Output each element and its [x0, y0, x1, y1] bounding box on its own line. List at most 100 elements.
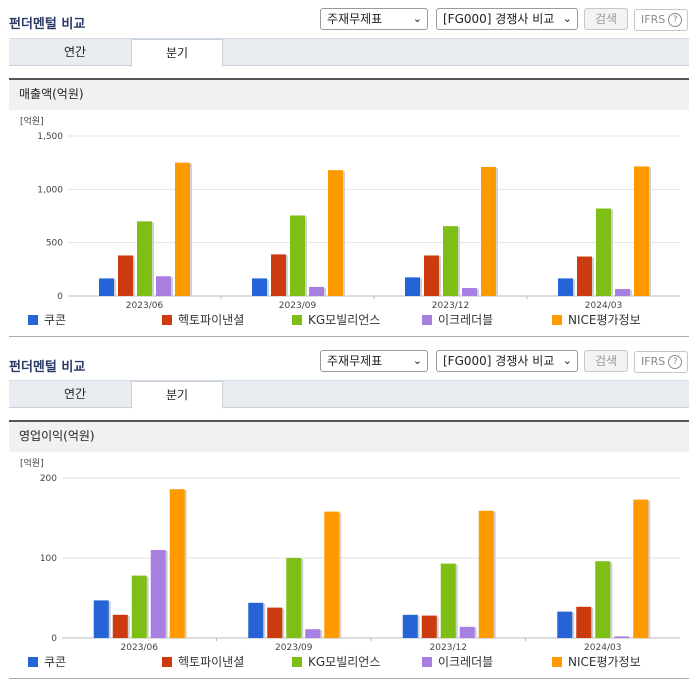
bar[interactable]	[440, 563, 456, 638]
chevron-down-icon: ⌄	[412, 354, 422, 367]
legend-swatch	[292, 315, 302, 325]
bar[interactable]	[248, 602, 264, 638]
legend-swatch	[422, 315, 432, 325]
y-tick-label: 1,500	[37, 132, 63, 142]
bar[interactable]	[252, 278, 267, 296]
operating-income-chart: [억원] 0 100 200 2023/06 2023/09 2023/12 2024/03	[20, 457, 680, 653]
bar[interactable]	[478, 510, 494, 638]
section-title: 펀더멘털 비교	[9, 17, 86, 32]
y-tick-label: 500	[46, 239, 63, 249]
y-tick-label: 200	[40, 474, 57, 484]
legend-swatch	[552, 315, 562, 325]
statement-type-select[interactable]: 주재무제표 ⌄	[320, 350, 428, 372]
tab-annual[interactable]: 연간	[63, 387, 87, 401]
legend-swatch	[292, 657, 302, 667]
bar[interactable]	[324, 511, 340, 638]
bar[interactable]	[93, 600, 109, 638]
peer-group-select[interactable]: [FG000] 경쟁사 비교 ⌄	[436, 350, 578, 372]
chevron-down-icon: ⌄	[412, 12, 422, 25]
x-tick-label: 2023/06	[121, 643, 159, 653]
fundamental-section-2: 펀더멘털 비교 주재무제표 ⌄ [FG000] 경쟁사 비교 ⌄ 검색 IFRS…	[0, 342, 696, 684]
peer-group-select[interactable]: [FG000] 경쟁사 비교 ⌄	[436, 8, 578, 30]
bar[interactable]	[421, 615, 437, 638]
x-tick-label: 2024/03	[585, 301, 622, 311]
period-tabbar: 연간 분기	[9, 380, 689, 409]
bar[interactable]	[137, 221, 152, 296]
y-unit-label: [억원]	[20, 115, 44, 127]
bar[interactable]	[576, 606, 592, 638]
bar[interactable]	[305, 629, 321, 638]
help-icon: ?	[668, 355, 683, 369]
legend-label: 쿠콘	[44, 655, 67, 669]
x-tick-label: 2023/09	[279, 301, 317, 311]
legend-label: 쿠콘	[44, 313, 67, 327]
bar[interactable]	[633, 499, 649, 638]
bar[interactable]	[267, 607, 283, 638]
ifrs-help-button[interactable]: IFRS?	[634, 351, 688, 373]
fundamental-section-1: 펀더멘털 비교 주재무제표 ⌄ [FG000] 경쟁사 비교 ⌄ 검색 IFRS…	[0, 0, 696, 340]
y-tick-label: 100	[40, 554, 57, 564]
bar[interactable]	[150, 550, 166, 638]
bar[interactable]	[402, 614, 418, 638]
bar[interactable]	[156, 276, 171, 296]
chart-legend: 쿠콘 헥토파이낸셜 KG모빌리언스 이크레더블 NICE평가정보	[28, 655, 678, 671]
bar[interactable]	[481, 166, 496, 296]
bar[interactable]	[118, 255, 133, 296]
y-tick-label: 1,000	[37, 185, 63, 195]
legend-label: KG모빌리언스	[308, 655, 381, 669]
bar[interactable]	[614, 636, 630, 638]
x-tick-label: 2024/03	[584, 643, 621, 653]
bar[interactable]	[99, 278, 114, 296]
search-button[interactable]: 검색	[584, 350, 628, 372]
bar[interactable]	[131, 575, 147, 638]
chevron-down-icon: ⌄	[562, 354, 572, 367]
chart-title: 매출액(억원)	[9, 78, 689, 110]
legend-swatch	[28, 657, 38, 667]
ifrs-help-button[interactable]: IFRS?	[634, 9, 688, 31]
bar[interactable]	[557, 611, 573, 638]
chart-title: 영업이익(억원)	[9, 420, 689, 452]
chevron-down-icon: ⌄	[562, 12, 572, 25]
bar[interactable]	[615, 289, 630, 296]
bar[interactable]	[328, 170, 343, 296]
tab-quarterly[interactable]: 분기	[131, 381, 223, 409]
bar[interactable]	[459, 626, 475, 638]
legend-label: NICE평가정보	[568, 313, 641, 327]
bar[interactable]	[169, 489, 185, 638]
statement-type-value: 주재무제표	[327, 12, 383, 26]
bar[interactable]	[290, 215, 305, 296]
ifrs-label: IFRS	[641, 355, 666, 368]
y-tick-label: 0	[57, 292, 63, 302]
bar[interactable]	[577, 256, 592, 296]
legend-label: KG모빌리언스	[308, 313, 381, 327]
bar[interactable]	[405, 277, 420, 296]
legend-label: 헥토파이낸셜	[178, 313, 245, 327]
section-title: 펀더멘털 비교	[9, 360, 86, 375]
revenue-chart: [억원] 0 500 1,000 1,500 2023/06 2023/09 2023/12 2…	[20, 115, 680, 311]
x-tick-label: 2023/12	[430, 643, 467, 653]
help-icon: ?	[668, 13, 683, 27]
legend-label: NICE평가정보	[568, 655, 641, 669]
bar[interactable]	[175, 162, 190, 296]
tab-annual[interactable]: 연간	[63, 45, 87, 59]
statement-type-select[interactable]: 주재무제표 ⌄	[320, 8, 428, 30]
bar[interactable]	[634, 166, 649, 296]
legend-label: 이크레더블	[438, 655, 494, 669]
tab-quarterly[interactable]: 분기	[131, 39, 223, 67]
bar[interactable]	[595, 561, 611, 638]
search-button[interactable]: 검색	[584, 8, 628, 30]
legend-swatch	[162, 315, 172, 325]
legend-label: 이크레더블	[438, 313, 494, 327]
bar[interactable]	[286, 558, 302, 638]
bar[interactable]	[112, 614, 128, 638]
bar[interactable]	[462, 288, 477, 296]
bar[interactable]	[443, 226, 458, 296]
y-tick-label: 0	[51, 634, 57, 644]
bar[interactable]	[271, 254, 286, 296]
bar[interactable]	[596, 208, 611, 296]
bar[interactable]	[309, 286, 324, 296]
bar[interactable]	[424, 255, 439, 296]
x-tick-label: 2023/06	[126, 301, 164, 311]
bar[interactable]	[558, 278, 573, 296]
x-tick-label: 2023/09	[275, 643, 313, 653]
